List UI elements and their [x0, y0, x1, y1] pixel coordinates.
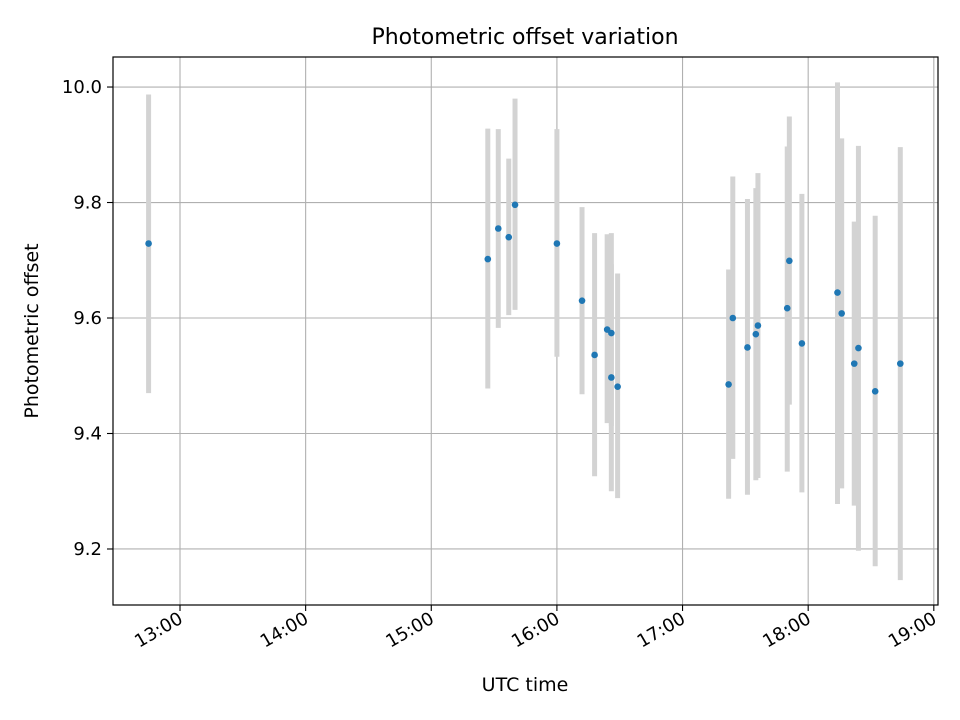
- data-point: [897, 360, 904, 367]
- x-tick-label: 13:00: [131, 608, 186, 652]
- data-point: [754, 322, 762, 329]
- data-point: [591, 351, 598, 359]
- x-tick-label: 18:00: [759, 608, 814, 652]
- y-tick-label: 9.8: [73, 193, 102, 214]
- data-point: [752, 330, 760, 338]
- x-tick-label: 17:00: [634, 608, 689, 652]
- data-point: [744, 344, 751, 351]
- data-point: [838, 310, 845, 317]
- data-point: [871, 388, 879, 395]
- data-point: [729, 314, 737, 322]
- data-point: [855, 344, 862, 352]
- x-tick-label: 14:00: [257, 608, 312, 652]
- x-axis-label: UTC time: [482, 674, 569, 696]
- data-point: [553, 240, 561, 247]
- x-tick-label: 19:00: [885, 608, 940, 652]
- data-point: [798, 340, 806, 347]
- data-point: [578, 297, 586, 304]
- data-point: [725, 381, 732, 388]
- data-point: [145, 240, 152, 247]
- data-point: [614, 383, 621, 391]
- data-point: [494, 225, 502, 232]
- x-tick-label: 15:00: [382, 608, 437, 652]
- error-bars: [146, 82, 903, 581]
- y-tick-label: 9.2: [73, 539, 102, 560]
- y-tick-label: 9.6: [73, 308, 102, 329]
- data-point: [484, 255, 492, 263]
- data-point: [511, 201, 519, 209]
- data-point: [505, 233, 513, 241]
- chart-title: Photometric offset variation: [371, 25, 678, 50]
- y-axis-label: Photometric offset: [21, 243, 43, 418]
- data-points: [145, 201, 904, 395]
- data-point: [608, 329, 615, 337]
- data-point: [850, 360, 858, 367]
- grid-lines: [113, 57, 938, 605]
- y-tick-label: 10.0: [62, 77, 102, 98]
- plot-area-frame: [112, 56, 939, 606]
- data-point: [834, 289, 841, 296]
- data-point: [608, 374, 615, 381]
- data-point: [786, 257, 793, 265]
- y-tick-label: 9.4: [73, 423, 102, 444]
- x-tick-label: 16:00: [508, 608, 563, 652]
- data-point: [783, 304, 791, 312]
